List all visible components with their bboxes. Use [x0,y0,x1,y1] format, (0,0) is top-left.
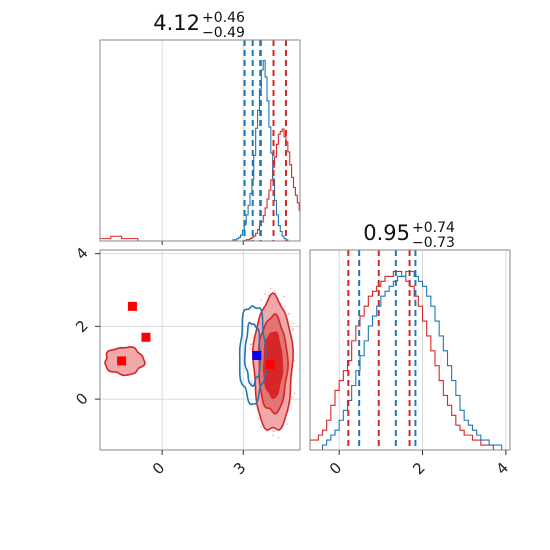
scatter-point-84 [249,343,252,346]
top-left-blue-histogram [221,59,290,241]
scatter-point-93 [272,434,274,437]
bottom-left-y-tick-label-1: 2 [72,317,91,336]
scatter-point-54 [260,425,262,428]
bottom-right-series [310,250,510,450]
scatter-point-81 [288,312,291,315]
scatter-point-74 [291,329,294,331]
top-left-series [100,40,300,241]
bottom-left-contour-panel: 0 3 0 2 4 [72,244,301,478]
top-left-red-histogram [221,128,300,241]
scatter-point-55 [274,291,277,294]
scatter-point-88 [249,385,252,388]
bottom-left-ticks: 0 3 0 2 4 [72,244,249,478]
bottom-right-title-minus: −0.73 [412,235,455,251]
scatter-point-89 [257,417,260,420]
scatter-point-5 [267,294,270,297]
bottom-right-frame [309,249,511,451]
scatter-point-71 [260,299,262,302]
scatter-point-32 [251,336,254,339]
blue-contour-level-0 [238,305,267,406]
scatter-point-69 [293,359,296,362]
top-left-title-minus: −0.49 [202,25,245,41]
red-marker-3 [265,360,275,370]
scatter-point-25 [273,430,276,433]
top-left-ticks [161,241,244,245]
scatter-point-22 [273,289,276,292]
blue-marker-0 [252,350,262,360]
scatter-point-87 [277,436,280,439]
scatter-point-16 [283,295,286,298]
bottom-right-ticks: 0 2 4 [326,450,512,478]
top-left-red-tail [100,235,149,241]
bottom-right-x-tick-label-1: 2 [409,459,428,478]
bottom-right-title-plus: +0.74 [412,220,455,236]
bottom-left-y-tick-label-0: 0 [72,389,91,408]
scatter-point-47 [291,322,294,325]
scatter-point-106 [264,293,267,296]
bottom-left-y-tick-label-2: 4 [72,244,91,263]
scatter-point-38 [291,396,294,398]
bottom-left-x-tick-label-1: 3 [230,459,249,478]
scatter-point-104 [280,302,283,305]
bottom-right-blue-histogram [310,270,510,450]
top-left-histogram-panel: 4.12 +0.46 −0.49 [99,10,301,245]
bottom-right-title-value: 0.95 [363,221,410,245]
bottom-right-histogram-panel: 0 2 4 0.95 +0.74 −0.73 [309,220,512,478]
scatter-point-11 [293,392,296,395]
scatter-point-19 [284,305,287,308]
scatter-point-39 [271,429,274,432]
scatter-point-21 [292,327,294,330]
red-marker-0 [127,301,137,311]
scatter-point-37 [286,423,289,426]
bottom-left-series [104,287,296,439]
top-left-title-value: 4.12 [153,11,200,35]
scatter-point-97 [249,347,251,350]
bottom-right-x-tick-label-0: 0 [326,459,345,478]
top-left-title-plus: +0.46 [202,10,245,26]
scatter-point-58 [250,380,253,383]
red-marker-1 [141,332,151,342]
bottom-left-frame [99,249,301,451]
top-left-frame [99,39,301,242]
bottom-right-x-tick-label-2: 4 [493,459,512,478]
bottom-left-x-tick-label-0: 0 [149,459,168,478]
top-left-grid [161,40,244,241]
red-marker-2 [117,356,127,366]
blue-contour-level-1 [243,321,262,387]
scatter-point-44 [269,287,272,290]
